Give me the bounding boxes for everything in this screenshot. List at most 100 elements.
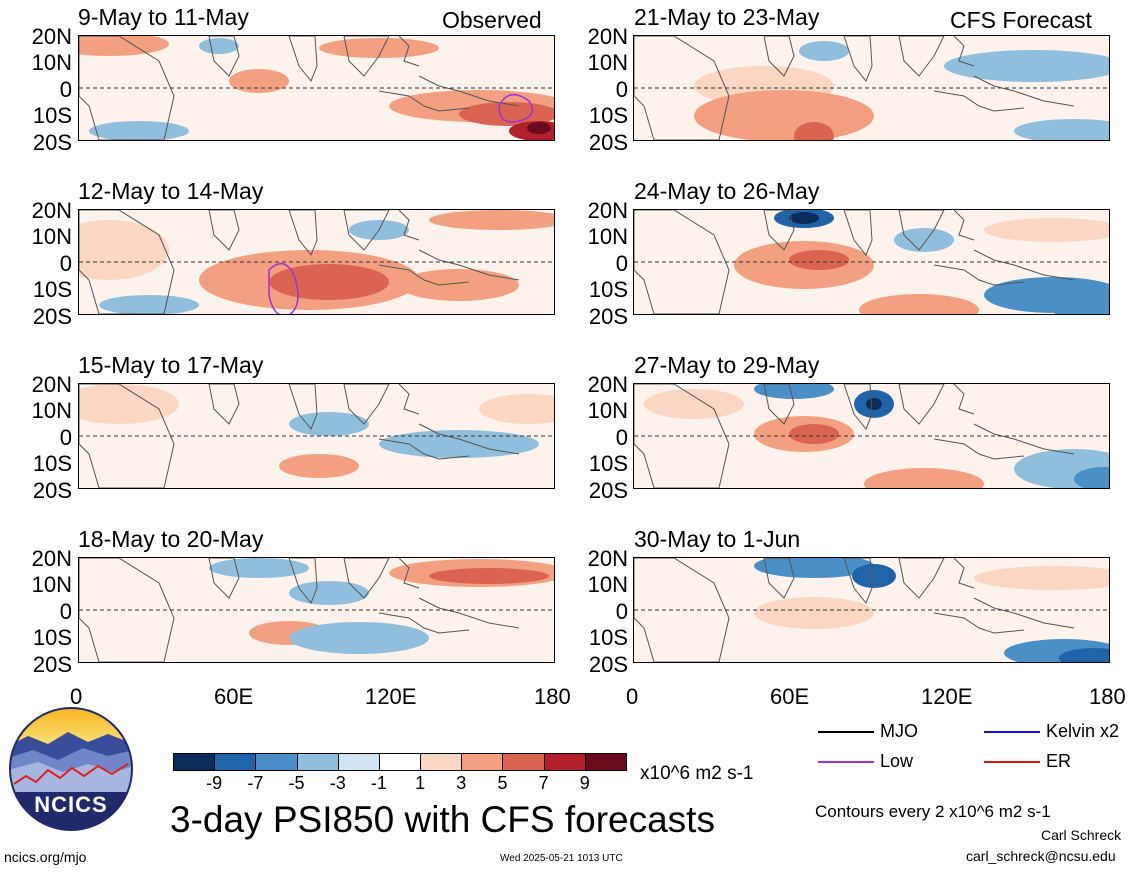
colorbar [173,753,627,771]
map-panel-obs-4 [78,557,555,663]
coastline [898,558,945,599]
colorbar-swatch [420,753,463,771]
colorbar-units: x10^6 m2 s-1 [640,763,754,784]
lon-label-60e-left: 60E [214,684,254,709]
author-name: Carl Schreck [1041,827,1122,843]
coastline [208,36,240,77]
coastline [79,558,175,662]
legend-low-line [818,761,874,763]
coastline [378,612,470,634]
lat-label: 10S [588,625,628,650]
coastline [973,75,1075,107]
lat-label: 0 [59,251,72,276]
coastline [898,36,945,77]
lat-label: 20S [32,304,72,329]
panel-title-fcst-2: 24-May to 26-May [634,178,820,204]
coastline [378,90,470,112]
site-url[interactable]: ncics.org/mjo [4,849,87,865]
panel-title-obs-4: 18-May to 20-May [78,526,264,552]
author-email[interactable]: carl_schreck@ncsu.edu [966,848,1116,864]
lat-label: 0 [59,425,72,450]
coastline [973,597,1075,629]
anomaly-blob [269,264,389,300]
lat-label: 10N [587,224,628,249]
coastline [398,210,420,241]
coastline [288,558,318,604]
lat-label: 10S [32,277,72,302]
coastline [843,210,873,256]
lon-label-0-right: 0 [626,684,639,709]
colorbar-tick-label: 1 [415,773,426,793]
anomaly-blob [754,384,834,399]
anomaly-blob [859,294,979,314]
psi-map [79,36,554,140]
lat-label: 20N [587,24,628,49]
psi-map [79,558,554,662]
colorbar-tick-label: -1 [370,773,387,793]
lat-label: 20S [32,130,72,155]
lat-label: 20N [31,372,72,397]
lon-label-120e-left: 120E [365,684,417,709]
colorbar-tick-label: -5 [288,773,305,793]
coastline [953,558,975,589]
anomaly-blob [789,250,849,270]
lat-label: 0 [615,425,628,450]
coastline [953,36,975,67]
timestamp: Wed 2025-05-21 1013 UTC [500,853,623,864]
anomaly-blob [984,218,1109,242]
anomaly-blob [319,38,439,58]
colorbar-tick-label: 3 [456,773,467,793]
colorbar-tick-label: -7 [247,773,264,793]
anomaly-blob [289,581,369,605]
anomaly-blob [894,228,954,252]
main-title: 3-day PSI850 with CFS forecasts [170,799,715,840]
colorbar-tick-label: -9 [206,773,223,793]
legend-kelvin-line [984,731,1040,733]
lat-label: 10N [587,50,628,75]
colorbar-tick-label: 9 [579,773,590,793]
colorbar-swatch [173,753,216,771]
legend-low-label: Low [880,751,914,771]
coastline [418,249,520,281]
anomaly-blob [789,212,819,224]
lat-label: 10N [587,572,628,597]
anomaly-blob [429,568,549,584]
colorbar-swatch [584,753,627,771]
anomaly-blob [1014,119,1109,140]
lat-label: 0 [59,77,72,102]
anomaly-blob [289,622,429,654]
psi-map [634,558,1109,662]
coastline [418,597,520,629]
coastline [933,438,1025,460]
lat-label: 10N [587,398,628,423]
colorbar-tick-label: 5 [497,773,508,793]
coastline [843,384,873,430]
coastline [953,384,975,415]
colorbar-swatch [255,753,298,771]
coastline [933,612,1025,634]
coastline [378,264,470,286]
lat-label: 10S [32,451,72,476]
lat-label: 20N [31,198,72,223]
anomaly-blob [984,277,1109,313]
coastline [398,384,420,415]
low-contour [268,262,299,314]
lat-label: 20N [31,24,72,49]
low-contour [498,93,534,123]
anomaly-blob [852,564,896,588]
coastline [843,558,873,604]
coastline [79,384,175,488]
lon-label-180-right: 180 [1089,684,1126,709]
anomaly-blob [399,269,519,301]
lat-label: 10N [31,224,72,249]
lat-label: 0 [615,77,628,102]
coastline [398,36,420,67]
panel-title-obs-1: 9-May to 11-May [78,4,249,30]
forecast-label: CFS Forecast [950,7,1092,33]
contours-note: Contours every 2 x10^6 m2 s-1 [815,802,1051,821]
colorbar-tick-label: 7 [538,773,549,793]
colorbar-swatch [461,753,504,771]
lat-label: 20S [588,478,628,503]
anomaly-blob [754,558,874,578]
anomaly-blob [79,384,179,424]
